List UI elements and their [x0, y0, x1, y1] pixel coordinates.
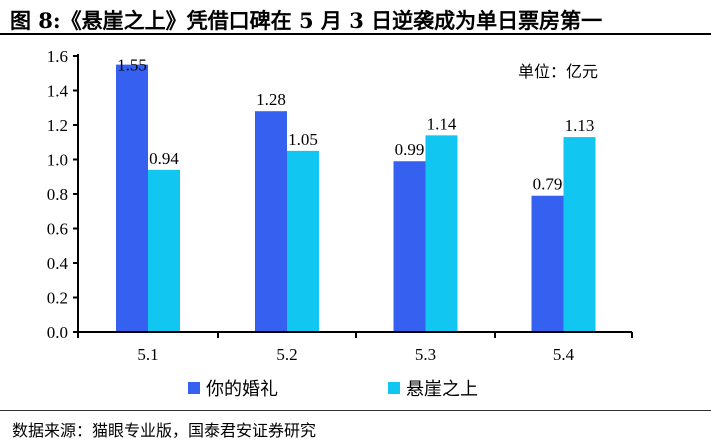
- data-label: 1.05: [288, 130, 318, 149]
- bar: [148, 169, 180, 332]
- y-tick-label: 1.2: [47, 116, 68, 135]
- data-label: 1.55: [117, 56, 147, 75]
- y-tick-label: 0.6: [47, 220, 68, 239]
- bar: [255, 111, 287, 332]
- data-label: 0.99: [395, 140, 425, 159]
- x-tick-label: 5.3: [415, 345, 436, 364]
- legend-item-series1: 你的婚礼: [188, 375, 278, 401]
- y-tick-label: 0.4: [47, 254, 69, 273]
- legend-label: 你的婚礼: [206, 379, 278, 400]
- source-divider: [0, 410, 711, 411]
- y-tick-label: 0.0: [47, 323, 68, 342]
- legend-swatch-icon: [188, 382, 200, 394]
- y-tick-label: 0.8: [47, 185, 68, 204]
- legend-label: 悬崖之上: [406, 379, 478, 400]
- bar: [287, 150, 319, 332]
- bar: [531, 195, 564, 332]
- unit-label: 单位：亿元: [518, 62, 599, 81]
- figure-title: 图 8:《悬崖之上》凭借口碑在 5 月 3 日逆袭成为单日票房第一: [10, 8, 603, 33]
- y-tick-label: 0.2: [47, 289, 68, 308]
- data-source: 数据来源：猫眼专业版，国泰君安证券研究: [12, 421, 317, 440]
- data-label: 0.94: [149, 149, 179, 168]
- bar: [393, 161, 426, 332]
- y-tick-label: 1.6: [47, 47, 68, 66]
- x-tick-label: 5.4: [553, 345, 575, 364]
- bar: [425, 135, 458, 332]
- x-tick-label: 5.2: [276, 345, 297, 364]
- legend-item-series2: 悬崖之上: [388, 375, 478, 401]
- bar: [116, 64, 148, 332]
- y-tick-label: 1.4: [47, 82, 69, 101]
- y-tick-label: 1.0: [47, 151, 68, 170]
- legend-swatch-icon: [388, 382, 400, 394]
- data-label: 1.13: [565, 116, 595, 135]
- bar: [563, 137, 596, 332]
- data-label: 1.14: [427, 114, 457, 133]
- x-tick-label: 5.1: [137, 345, 158, 364]
- data-label: 0.79: [533, 175, 563, 194]
- title-divider: [0, 33, 711, 35]
- data-label: 1.28: [256, 90, 286, 109]
